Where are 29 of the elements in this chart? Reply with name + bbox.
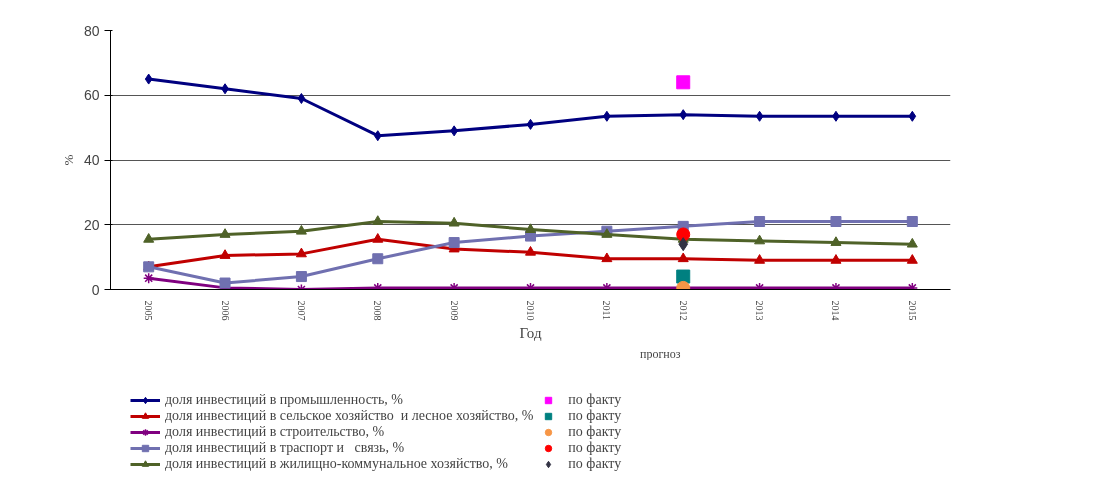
y-tick-label: 80 [83,22,100,39]
x-tick-label: 2007 [295,300,307,321]
legend-label: по факту [568,456,622,472]
legend-label: доля инвестиций в жилищно-коммунальное хозяйство, % [165,456,508,472]
x-axis-title: Год [519,325,542,342]
x-tick-label: 2013 [754,300,766,321]
legend-label: доля инвестиций в промышленность, % [165,392,404,408]
legend-label: по факту [568,392,622,408]
legend-label: по факту [568,424,622,440]
x-tick-label: 2011 [601,300,613,321]
y-tick-label: 40 [83,152,100,168]
x-tick-label: 2010 [525,300,536,321]
text: прогноз [639,346,681,361]
legend-label: по факту [568,408,622,424]
y-tick-label: 0 [91,281,100,298]
x-tick-label: 2014 [830,300,842,321]
y-tick-label: 60 [83,87,100,104]
legend-label: по факту [568,440,622,456]
x-tick-label: 2008 [372,300,384,321]
x-tick-label: 2009 [448,300,460,321]
legend-label: доля инвестиций в сельское хозяйство и лесное хозяйство, % [165,408,534,424]
legend-label: доля инвестиций в траспорт и связь, % [165,440,405,456]
y-tick-label: 20 [83,216,100,233]
x-tick-label: 2015 [906,300,918,321]
x-tick-label: 2012 [677,300,689,321]
x-tick-label: 2006 [219,300,231,321]
y-axis-title: % [60,154,76,166]
legend-label: доля инвестиций в строительство, % [165,424,385,440]
x-tick-label: 2005 [143,300,155,321]
